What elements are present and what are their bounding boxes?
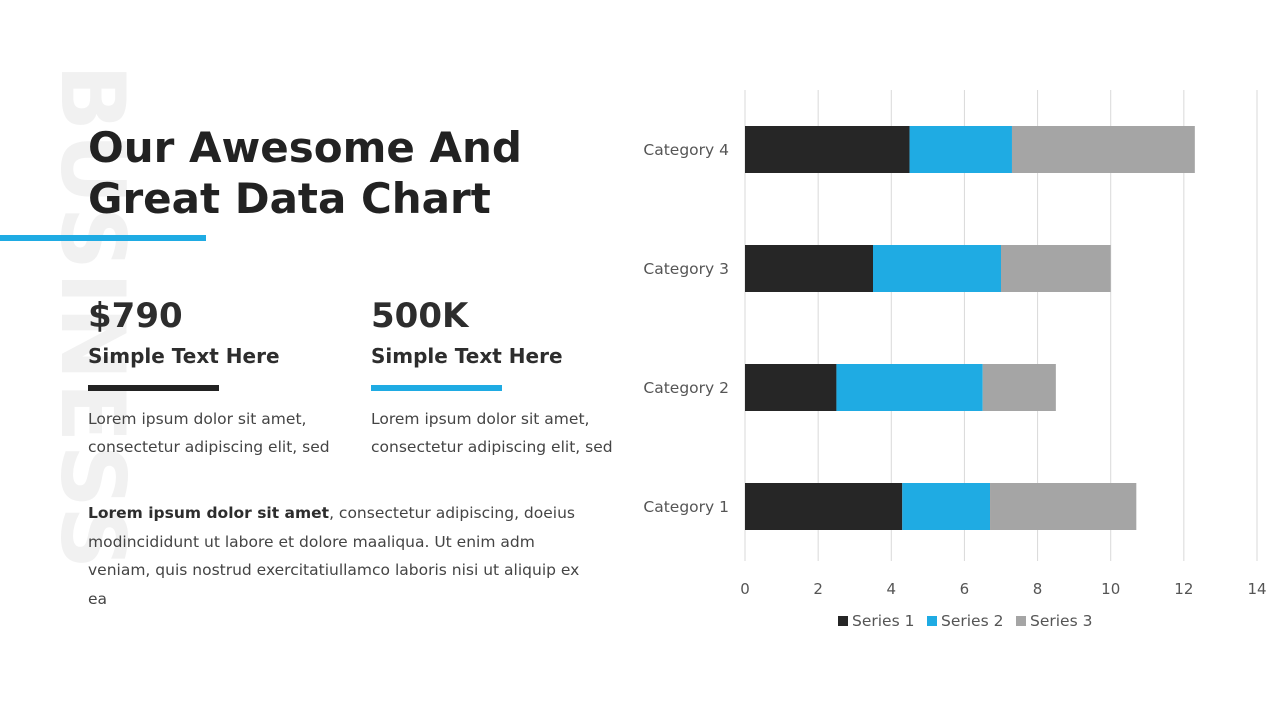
title-accent-bar xyxy=(0,235,206,241)
legend-label: Series 3 xyxy=(1030,612,1092,630)
stat-underline xyxy=(371,385,502,391)
category-label: Category 2 xyxy=(643,379,729,397)
page-title: Our Awesome And Great Data Chart xyxy=(88,122,608,224)
bar-segment xyxy=(745,126,910,173)
legend-label: Series 1 xyxy=(852,612,914,630)
bar-segment xyxy=(745,245,873,292)
title-line-1: Our Awesome And xyxy=(88,123,522,172)
stat-block-1: $790 Simple Text Here Lorem ipsum dolor … xyxy=(88,293,358,461)
x-tick-label: 2 xyxy=(813,580,823,598)
bar-segment xyxy=(745,483,903,530)
body-paragraph: Lorem ipsum dolor sit amet, consectetur … xyxy=(88,499,598,613)
bar-segment xyxy=(902,483,991,530)
bar-segment xyxy=(1011,126,1195,173)
stat-label: Simple Text Here xyxy=(88,344,280,368)
category-label: Category 4 xyxy=(643,141,729,159)
bar-segment xyxy=(1001,245,1111,292)
stat-description-line-2: consectetur adipiscing elit, sed xyxy=(371,438,613,456)
stat-description-line-1: Lorem ipsum dolor sit amet, xyxy=(371,410,590,428)
x-tick-label: 4 xyxy=(887,580,897,598)
legend-swatch xyxy=(838,616,848,626)
stat-description: Lorem ipsum dolor sit amet, consectetur … xyxy=(88,405,358,461)
stat-description-line-2: consectetur adipiscing elit, sed xyxy=(88,438,330,456)
category-label: Category 3 xyxy=(643,260,729,278)
stat-value: 500K xyxy=(371,296,469,336)
category-label: Category 1 xyxy=(643,498,729,516)
x-tick-label: 8 xyxy=(1033,580,1043,598)
bar-segment xyxy=(990,483,1137,530)
title-line-2: Great Data Chart xyxy=(88,174,491,223)
stat-block-2: 500K Simple Text Here Lorem ipsum dolor … xyxy=(371,293,641,461)
x-tick-label: 0 xyxy=(740,580,750,598)
legend-swatch xyxy=(927,616,937,626)
x-tick-label: 12 xyxy=(1174,580,1193,598)
stat-description-line-1: Lorem ipsum dolor sit amet, xyxy=(88,410,307,428)
x-tick-label: 10 xyxy=(1101,580,1120,598)
business-watermark: BUSINESS xyxy=(41,64,144,572)
bar-segment xyxy=(873,245,1001,292)
paragraph-text: , consectetur adipiscing, doeius modinci… xyxy=(88,504,580,608)
stat-description: Lorem ipsum dolor sit amet, consectetur … xyxy=(371,405,641,461)
x-tick-label: 14 xyxy=(1247,580,1266,598)
bar-segment xyxy=(745,364,837,411)
paragraph-bold-lead: Lorem ipsum dolor sit amet xyxy=(88,504,330,522)
stat-value: $790 xyxy=(88,296,183,336)
stat-label: Simple Text Here xyxy=(371,344,563,368)
x-tick-label: 6 xyxy=(960,580,970,598)
bar-segment xyxy=(982,364,1056,411)
stat-underline xyxy=(88,385,219,391)
legend-swatch xyxy=(1016,616,1026,626)
bar-segment xyxy=(836,364,983,411)
bar-segment xyxy=(909,126,1012,173)
legend-label: Series 2 xyxy=(941,612,1003,630)
